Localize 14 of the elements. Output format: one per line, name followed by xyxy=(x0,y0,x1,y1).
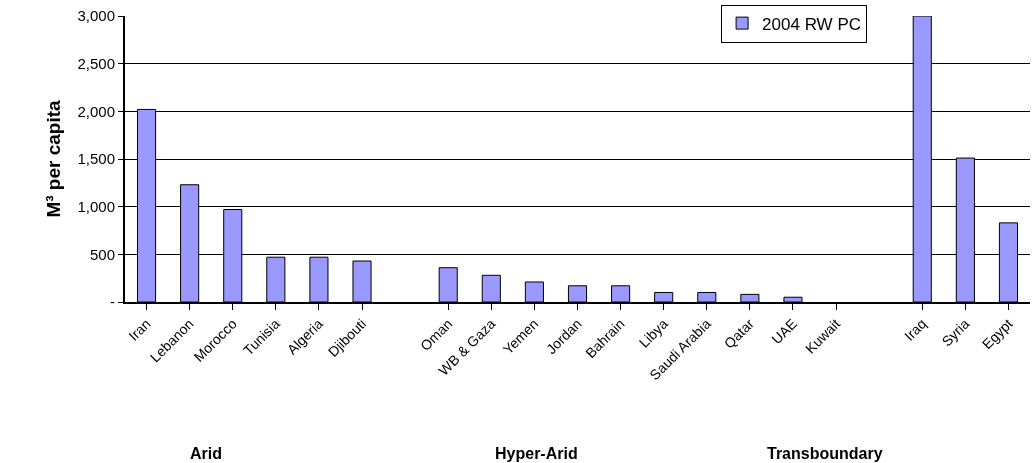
y-tick-label: - xyxy=(110,293,115,311)
y-tick-label: 2,500 xyxy=(77,54,115,72)
y-axis-title: M³ per capita xyxy=(42,99,64,218)
text: Arid xyxy=(190,445,222,462)
text: Hyper-Arid xyxy=(495,445,578,462)
y-tick-label: 500 xyxy=(89,245,115,263)
y-tick-label: 3,000 xyxy=(77,7,115,25)
y-tick-label: 1,000 xyxy=(77,197,115,215)
y-tick-label: 2,000 xyxy=(77,102,115,120)
x-tick-label: Iran xyxy=(125,315,154,344)
y-tick-label: 1,500 xyxy=(77,150,115,168)
legend-label: 2004 RW PC xyxy=(762,14,862,34)
x-tick-label: Iraq xyxy=(900,315,930,344)
text: Transboundary xyxy=(767,445,883,462)
